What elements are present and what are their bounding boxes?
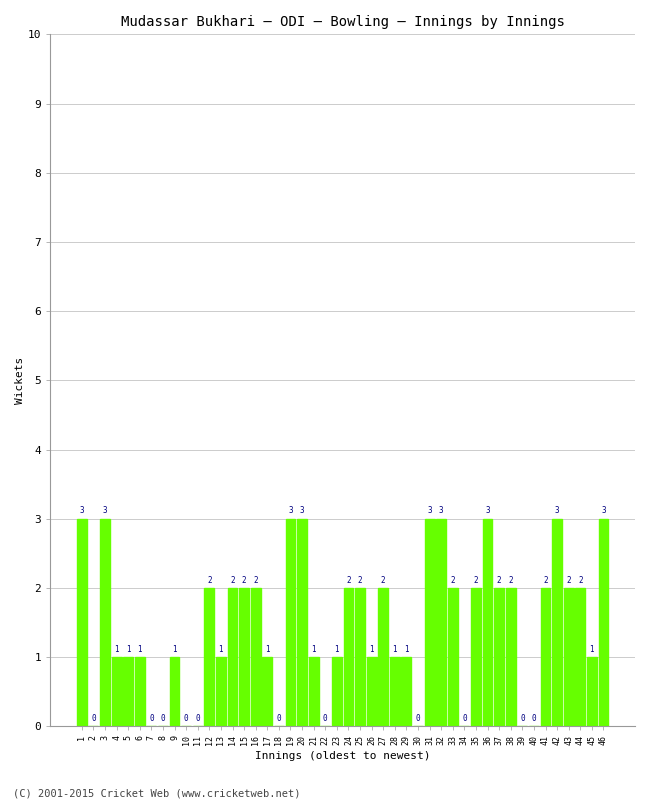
Text: 1: 1 bbox=[126, 645, 131, 654]
Bar bbox=[309, 658, 318, 726]
Text: 0: 0 bbox=[184, 714, 188, 723]
Bar bbox=[448, 588, 458, 726]
Text: 3: 3 bbox=[486, 506, 490, 515]
Text: 2: 2 bbox=[230, 575, 235, 585]
Bar bbox=[239, 588, 249, 726]
Bar bbox=[251, 588, 261, 726]
X-axis label: Innings (oldest to newest): Innings (oldest to newest) bbox=[255, 751, 430, 761]
Bar bbox=[343, 588, 354, 726]
Bar bbox=[332, 658, 342, 726]
Text: 3: 3 bbox=[555, 506, 560, 515]
Bar bbox=[506, 588, 515, 726]
Text: 1: 1 bbox=[218, 645, 223, 654]
Bar bbox=[355, 588, 365, 726]
Bar bbox=[483, 518, 493, 726]
Bar bbox=[135, 658, 145, 726]
Bar bbox=[436, 518, 446, 726]
Bar bbox=[367, 658, 376, 726]
Bar bbox=[263, 658, 272, 726]
Y-axis label: Wickets: Wickets bbox=[15, 357, 25, 404]
Text: 3: 3 bbox=[439, 506, 443, 515]
Text: 2: 2 bbox=[254, 575, 258, 585]
Bar bbox=[285, 518, 295, 726]
Text: 2: 2 bbox=[450, 575, 455, 585]
Text: 0: 0 bbox=[462, 714, 467, 723]
Text: 2: 2 bbox=[474, 575, 478, 585]
Bar bbox=[599, 518, 608, 726]
Text: 2: 2 bbox=[207, 575, 212, 585]
Text: 2: 2 bbox=[242, 575, 246, 585]
Bar bbox=[402, 658, 411, 726]
Text: 1: 1 bbox=[137, 645, 142, 654]
Text: 2: 2 bbox=[497, 575, 501, 585]
Text: 1: 1 bbox=[590, 645, 594, 654]
Text: 3: 3 bbox=[103, 506, 107, 515]
Bar bbox=[378, 588, 388, 726]
Text: 2: 2 bbox=[508, 575, 513, 585]
Text: 1: 1 bbox=[172, 645, 177, 654]
Bar bbox=[390, 658, 400, 726]
Text: 0: 0 bbox=[277, 714, 281, 723]
Bar bbox=[77, 518, 86, 726]
Bar bbox=[216, 658, 226, 726]
Text: 0: 0 bbox=[532, 714, 536, 723]
Text: 0: 0 bbox=[149, 714, 153, 723]
Text: 1: 1 bbox=[369, 645, 374, 654]
Text: 0: 0 bbox=[416, 714, 421, 723]
Text: 2: 2 bbox=[543, 575, 548, 585]
Text: 0: 0 bbox=[161, 714, 165, 723]
Text: 1: 1 bbox=[335, 645, 339, 654]
Bar bbox=[100, 518, 110, 726]
Bar bbox=[564, 588, 574, 726]
Bar bbox=[227, 588, 237, 726]
Text: 3: 3 bbox=[300, 506, 304, 515]
Bar bbox=[575, 588, 585, 726]
Text: 0: 0 bbox=[520, 714, 525, 723]
Text: 1: 1 bbox=[311, 645, 316, 654]
Text: 2: 2 bbox=[381, 575, 385, 585]
Text: 1: 1 bbox=[114, 645, 119, 654]
Bar bbox=[112, 658, 122, 726]
Text: 0: 0 bbox=[196, 714, 200, 723]
Text: (C) 2001-2015 Cricket Web (www.cricketweb.net): (C) 2001-2015 Cricket Web (www.cricketwe… bbox=[13, 788, 300, 798]
Title: Mudassar Bukhari – ODI – Bowling – Innings by Innings: Mudassar Bukhari – ODI – Bowling – Innin… bbox=[121, 15, 565, 29]
Text: 1: 1 bbox=[393, 645, 397, 654]
Text: 2: 2 bbox=[566, 575, 571, 585]
Text: 0: 0 bbox=[323, 714, 328, 723]
Bar bbox=[170, 658, 179, 726]
Text: 3: 3 bbox=[601, 506, 606, 515]
Text: 1: 1 bbox=[404, 645, 409, 654]
Bar bbox=[541, 588, 551, 726]
Text: 3: 3 bbox=[79, 506, 84, 515]
Bar bbox=[204, 588, 214, 726]
Bar bbox=[552, 518, 562, 726]
Text: 2: 2 bbox=[358, 575, 362, 585]
Bar bbox=[424, 518, 435, 726]
Bar bbox=[124, 658, 133, 726]
Bar bbox=[297, 518, 307, 726]
Bar bbox=[471, 588, 481, 726]
Bar bbox=[587, 658, 597, 726]
Text: 3: 3 bbox=[288, 506, 292, 515]
Bar bbox=[494, 588, 504, 726]
Text: 0: 0 bbox=[91, 714, 96, 723]
Text: 3: 3 bbox=[427, 506, 432, 515]
Text: 1: 1 bbox=[265, 645, 270, 654]
Text: 2: 2 bbox=[578, 575, 582, 585]
Text: 2: 2 bbox=[346, 575, 351, 585]
